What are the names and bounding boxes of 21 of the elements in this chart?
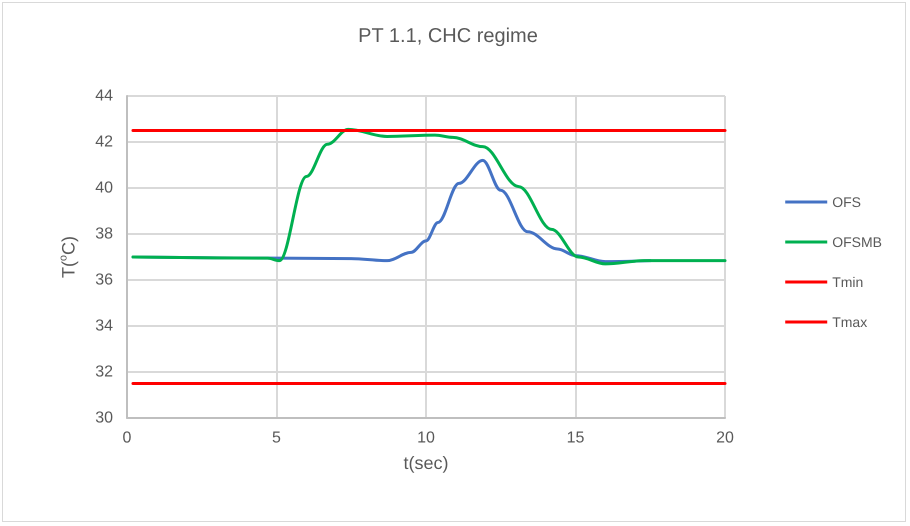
y-tick-label: 38 — [95, 226, 114, 242]
y-tick-label: 30 — [95, 410, 114, 426]
legend-label: OFS — [832, 194, 861, 210]
line-series — [131, 128, 726, 266]
y-tick-label: 40 — [95, 180, 114, 196]
legend-label: Tmax — [832, 314, 868, 330]
x-tick-label: 10 — [417, 430, 435, 446]
y-tick-label: 32 — [95, 364, 114, 380]
legend-label: Tmin — [832, 274, 864, 290]
y-tick-label: 42 — [95, 134, 114, 150]
x-axis-title: t(sec) — [404, 453, 448, 473]
y-tick-label: 44 — [95, 88, 114, 104]
chart-title: PT 1.1, CHC regime — [358, 25, 538, 47]
x-tick-label: 0 — [122, 430, 132, 446]
legend-label: OFSMB — [832, 234, 882, 250]
x-tick-label: 15 — [566, 430, 584, 446]
y-tick-label: 36 — [95, 272, 114, 288]
y-axis-title: T(oC) — [58, 236, 78, 278]
x-tick-label: 5 — [272, 430, 282, 446]
y-tick-label: 34 — [95, 318, 114, 334]
x-tick-label: 20 — [716, 430, 734, 446]
